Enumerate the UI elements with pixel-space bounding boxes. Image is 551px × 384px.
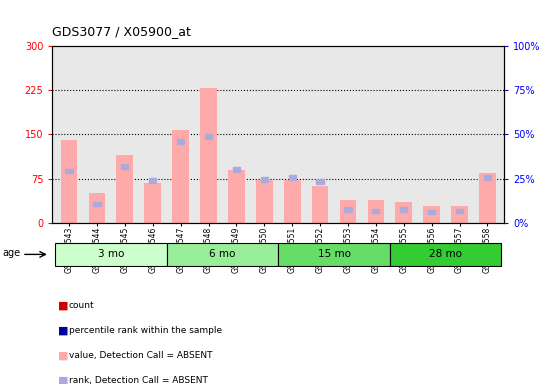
Text: ■: ■ <box>58 375 68 384</box>
Text: GDS3077 / X05900_at: GDS3077 / X05900_at <box>52 25 191 38</box>
Bar <box>372 209 380 213</box>
Bar <box>233 167 240 172</box>
Bar <box>167 243 278 266</box>
Bar <box>400 207 407 212</box>
Bar <box>289 175 296 180</box>
Bar <box>451 206 468 223</box>
Bar <box>55 243 167 266</box>
Bar <box>284 180 300 223</box>
Text: 28 mo: 28 mo <box>429 249 462 259</box>
Bar <box>344 207 352 212</box>
Bar <box>278 243 390 266</box>
Bar <box>423 206 440 223</box>
Bar <box>256 180 273 223</box>
Bar <box>89 193 105 223</box>
Text: 3 mo: 3 mo <box>98 249 124 259</box>
Bar <box>316 179 324 184</box>
Text: ■: ■ <box>58 300 68 310</box>
Text: ■: ■ <box>58 325 68 335</box>
Bar <box>261 177 268 182</box>
Text: rank, Detection Call = ABSENT: rank, Detection Call = ABSENT <box>69 376 208 384</box>
Bar <box>177 139 184 144</box>
Bar <box>200 88 217 223</box>
Text: 15 mo: 15 mo <box>317 249 350 259</box>
Text: value, Detection Call = ABSENT: value, Detection Call = ABSENT <box>69 351 212 360</box>
Text: percentile rank within the sample: percentile rank within the sample <box>69 326 222 335</box>
Bar <box>121 164 128 169</box>
Text: count: count <box>69 301 95 310</box>
Bar <box>144 183 161 223</box>
Text: ■: ■ <box>58 350 68 360</box>
Bar <box>479 173 496 223</box>
Bar <box>390 243 501 266</box>
Bar <box>205 134 212 139</box>
Bar <box>368 200 384 223</box>
Bar <box>339 200 356 223</box>
Bar <box>456 209 463 213</box>
Bar <box>116 155 133 223</box>
Bar <box>396 202 412 223</box>
Bar <box>149 178 156 183</box>
Bar <box>93 202 101 206</box>
Text: age: age <box>3 248 21 258</box>
Bar <box>61 140 78 223</box>
Text: 6 mo: 6 mo <box>209 249 236 259</box>
Bar <box>484 175 491 180</box>
Bar <box>66 169 73 173</box>
Bar <box>312 186 328 223</box>
Bar <box>428 210 435 215</box>
Bar <box>228 170 245 223</box>
Bar <box>172 130 189 223</box>
